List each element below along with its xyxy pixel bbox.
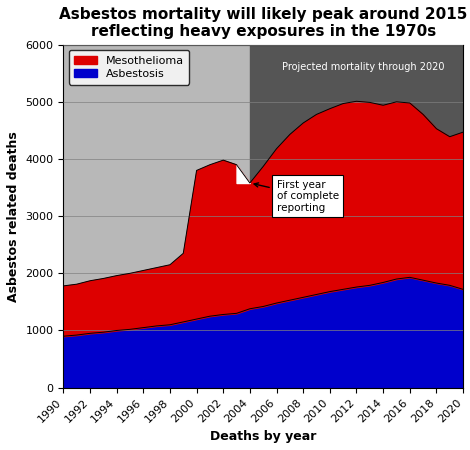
Y-axis label: Asbestos related deaths: Asbestos related deaths [7, 131, 20, 302]
Bar [250, 45, 463, 387]
X-axis label: Deaths by year: Deaths by year [210, 430, 316, 443]
Text: Projected mortality through 2020: Projected mortality through 2020 [282, 62, 444, 72]
Legend: Mesothelioma, Asbestosis: Mesothelioma, Asbestosis [69, 50, 189, 85]
Bar [63, 45, 250, 387]
Title: Asbestos mortality will likely peak around 2015
reflecting heavy exposures in th: Asbestos mortality will likely peak arou… [59, 7, 467, 39]
Text: First year
of complete
reporting: First year of complete reporting [254, 180, 339, 213]
